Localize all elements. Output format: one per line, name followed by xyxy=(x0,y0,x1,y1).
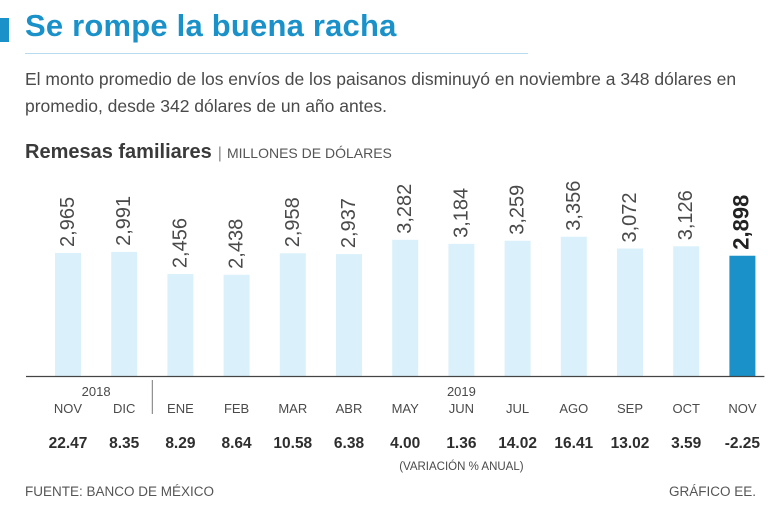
bar-value-label: 2,958 xyxy=(282,197,304,247)
bar-value-label: 3,072 xyxy=(619,192,641,242)
annual-change-value: 8.29 xyxy=(165,435,196,452)
annual-change-value: 3.59 xyxy=(671,435,702,452)
bar-nov-12 xyxy=(729,255,756,376)
bar-nov-0 xyxy=(55,252,81,376)
bar-value-label: 2,965 xyxy=(57,197,79,247)
annual-change-value: 1.36 xyxy=(446,435,477,452)
annual-change-value: 6.38 xyxy=(334,435,365,452)
bar-ago-9 xyxy=(560,236,587,376)
bar-value-label: 2,456 xyxy=(169,218,191,268)
bar-value-label: 3,259 xyxy=(507,185,529,235)
chart-units-label: MILLONES DE DÓLARES xyxy=(226,145,392,161)
source-note: FUENTE: BANCO DE MÉXICO xyxy=(25,484,215,499)
month-tick-label: FEB xyxy=(224,401,249,416)
annual-change-value: 16.41 xyxy=(554,435,593,452)
bar-value-label: 2,937 xyxy=(338,198,360,248)
month-tick-label: ABR xyxy=(336,401,363,416)
month-tick-label: DIC xyxy=(113,401,135,416)
bar-jul-8 xyxy=(504,240,531,376)
bar-ene-2 xyxy=(167,274,194,376)
bar-jun-7 xyxy=(448,243,475,376)
bar-value-label: 2,898 xyxy=(728,195,753,250)
page-title: Se rompe la buena racha xyxy=(25,8,397,43)
month-tick-label: JUN xyxy=(449,401,474,416)
bar-abr-5 xyxy=(336,254,362,376)
bar-feb-3 xyxy=(223,274,250,376)
bar-value-label: 3,282 xyxy=(394,184,416,234)
annual-change-value: 13.02 xyxy=(611,435,650,452)
month-tick-label: ENE xyxy=(167,401,194,416)
annual-change-value: 8.35 xyxy=(109,435,140,452)
chart-heading: Remesas familiares | MILLONES DE DÓLARES xyxy=(25,141,392,164)
bar-dic-1 xyxy=(111,251,138,376)
page-subtitle: El monto promedio de los envíos de los p… xyxy=(25,69,737,116)
chart-heading-separator: | xyxy=(217,145,222,162)
chart-title: Remesas familiares xyxy=(25,141,212,163)
bar-may-6 xyxy=(392,239,419,376)
month-tick-label: SEP xyxy=(617,401,643,416)
bar-value-label: 2,991 xyxy=(113,196,135,246)
month-tick-label: AGO xyxy=(559,401,588,416)
annual-change-caption: (VARIACIÓN % ANUAL) xyxy=(399,460,524,473)
bar-oct-11 xyxy=(673,246,700,376)
year-label-2019: 2019 xyxy=(447,384,476,399)
annual-change-value: 4.00 xyxy=(390,435,420,452)
bar-sep-10 xyxy=(617,248,643,376)
title-divider xyxy=(25,53,528,54)
annual-change-value: 14.02 xyxy=(498,435,537,452)
bar-value-label: 3,356 xyxy=(563,181,585,231)
bar-mar-4 xyxy=(279,253,306,376)
month-tick-label: MAY xyxy=(392,401,420,416)
month-tick-label: NOV xyxy=(728,401,757,416)
month-tick-label: OCT xyxy=(672,401,700,416)
annual-change-value: 10.58 xyxy=(273,435,312,452)
month-tick-label: MAR xyxy=(278,401,307,416)
year-label-2018: 2018 xyxy=(82,384,111,399)
bar-value-label: 3,126 xyxy=(675,190,697,240)
annual-change-value: -2.25 xyxy=(725,435,761,452)
graphic-credit: GRÁFICO EE. xyxy=(668,484,756,499)
annual-change-value: 8.64 xyxy=(222,435,253,452)
title-accent-bar xyxy=(0,18,9,42)
bar-value-label: 2,438 xyxy=(226,219,248,269)
bar-value-label: 3,184 xyxy=(450,188,472,238)
month-tick-label: NOV xyxy=(54,401,83,416)
annual-change-value: 22.47 xyxy=(49,435,88,452)
month-tick-label: JUL xyxy=(506,401,529,416)
